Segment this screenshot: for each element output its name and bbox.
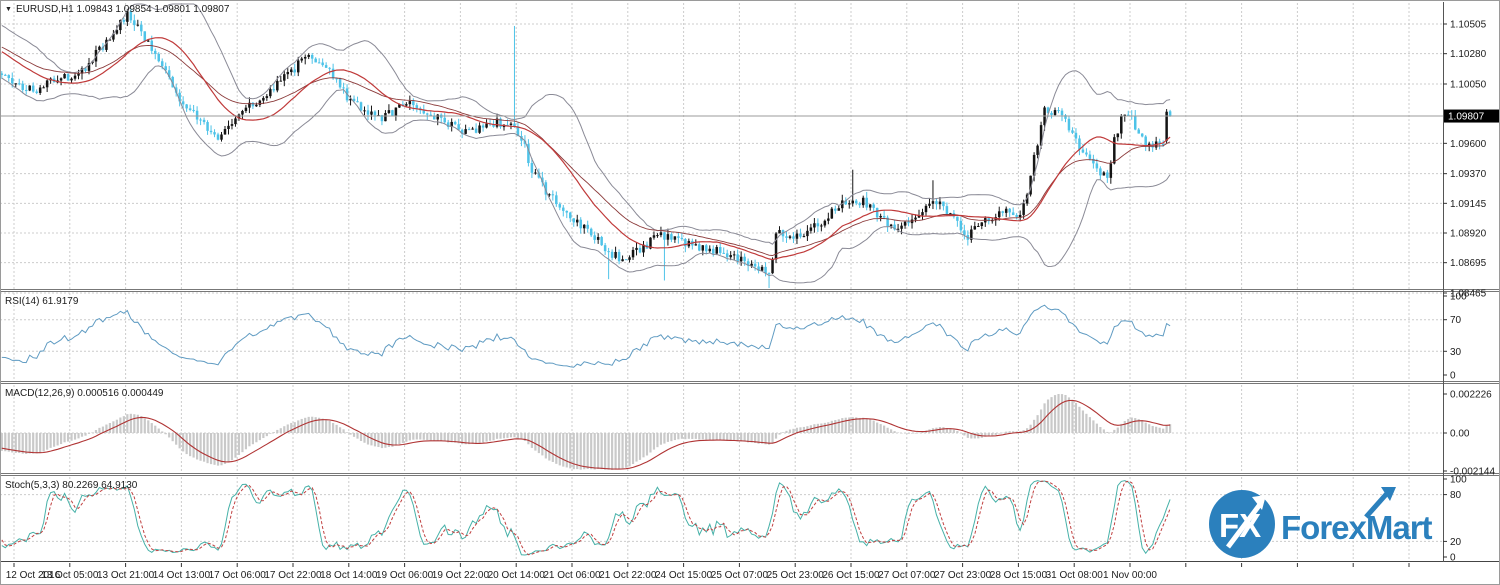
svg-text:100: 100 xyxy=(1450,292,1467,303)
current-price-tag xyxy=(1444,109,1499,123)
svg-text:0.00: 0.00 xyxy=(1450,429,1470,440)
svg-text:17 Oct 22:00: 17 Oct 22:00 xyxy=(264,570,322,581)
svg-text:-0.002144: -0.002144 xyxy=(1450,467,1495,478)
bollinger-bands xyxy=(1,3,1171,284)
svg-text:80: 80 xyxy=(1450,490,1462,501)
svg-text:21 Oct 22:00: 21 Oct 22:00 xyxy=(599,570,657,581)
svg-text:27 Oct 07:00: 27 Oct 07:00 xyxy=(878,570,936,581)
rsi-line xyxy=(1,304,1171,368)
symbol-ohlc-text: EURUSD,H1 1.09843 1.09854 1.09801 1.0980… xyxy=(15,4,230,15)
svg-text:1.08920: 1.08920 xyxy=(1450,229,1487,240)
svg-text:1.08465: 1.08465 xyxy=(1450,289,1487,300)
svg-text:0.002226: 0.002226 xyxy=(1450,390,1492,401)
macd-signal-line xyxy=(1,399,1171,470)
forexmart-logo: FX ForexMart xyxy=(1206,487,1444,566)
svg-text:1.10050: 1.10050 xyxy=(1450,79,1487,90)
svg-text:30: 30 xyxy=(1450,347,1462,358)
price-axis[interactable]: 1.10505 1.10280 1.10050 1.09600 1.09370 1.091… xyxy=(1443,20,1499,564)
svg-text:1.08695: 1.08695 xyxy=(1450,258,1487,269)
svg-text:0: 0 xyxy=(1450,553,1456,564)
svg-text:20 Oct 14:00: 20 Oct 14:00 xyxy=(488,570,546,581)
svg-text:1.09807: 1.09807 xyxy=(1448,112,1485,123)
stoch-d-line xyxy=(1,480,1171,556)
svg-text:1 Nov 00:00: 1 Nov 00:00 xyxy=(1103,570,1157,581)
svg-text:20: 20 xyxy=(1450,537,1462,548)
logo-arrowhead xyxy=(1252,495,1266,510)
svg-text:28 Oct 15:00: 28 Oct 15:00 xyxy=(990,570,1048,581)
svg-text:1.10280: 1.10280 xyxy=(1450,49,1487,60)
stoch-k-line xyxy=(1,480,1171,556)
svg-text:13 Oct 05:00: 13 Oct 05:00 xyxy=(41,570,99,581)
stoch-label: Stoch(5,3,3) 80.2269 64.9130 xyxy=(5,480,138,491)
svg-text:25 Oct 23:00: 25 Oct 23:00 xyxy=(767,570,825,581)
svg-text:19 Oct 06:00: 19 Oct 06:00 xyxy=(376,570,434,581)
svg-text:13 Oct 21:00: 13 Oct 21:00 xyxy=(97,570,155,581)
svg-text:19 Oct 22:00: 19 Oct 22:00 xyxy=(432,570,490,581)
svg-text:100: 100 xyxy=(1450,475,1467,486)
svg-text:18 Oct 14:00: 18 Oct 14:00 xyxy=(320,570,378,581)
svg-text:26 Oct 15:00: 26 Oct 15:00 xyxy=(822,570,880,581)
rsi-label: RSI(14) 61.9179 xyxy=(5,296,79,307)
svg-text:21 Oct 06:00: 21 Oct 06:00 xyxy=(543,570,601,581)
logo-arrow xyxy=(1226,501,1263,549)
svg-text:1.10505: 1.10505 xyxy=(1450,20,1487,31)
svg-text:1.09600: 1.09600 xyxy=(1450,139,1487,150)
logo-name-text: ForexMart xyxy=(1281,509,1433,546)
svg-text:14 Oct 13:00: 14 Oct 13:00 xyxy=(153,570,211,581)
svg-text:0: 0 xyxy=(1450,371,1456,382)
svg-text:12 Oct 2016: 12 Oct 2016 xyxy=(6,570,61,581)
symbol-dropdown-icon[interactable]: ▼ xyxy=(5,6,12,13)
svg-text:17 Oct 06:00: 17 Oct 06:00 xyxy=(209,570,267,581)
svg-text:24 Oct 15:00: 24 Oct 15:00 xyxy=(655,570,713,581)
svg-text:1.09370: 1.09370 xyxy=(1450,169,1487,180)
svg-text:25 Oct 07:00: 25 Oct 07:00 xyxy=(711,570,769,581)
macd-label: MACD(12,26,9) 0.000516 0.000449 xyxy=(5,388,164,399)
svg-text:1.09145: 1.09145 xyxy=(1450,199,1487,210)
svg-text:70: 70 xyxy=(1450,315,1462,326)
svg-text:31 Oct 08:00: 31 Oct 08:00 xyxy=(1046,570,1104,581)
grid-lines xyxy=(0,3,1443,561)
svg-text:27 Oct 23:00: 27 Oct 23:00 xyxy=(934,570,992,581)
symbol-title: ▼ EURUSD,H1 1.09843 1.09854 1.09801 1.098… xyxy=(5,4,229,15)
logo-m-arrowhead xyxy=(1381,487,1396,501)
